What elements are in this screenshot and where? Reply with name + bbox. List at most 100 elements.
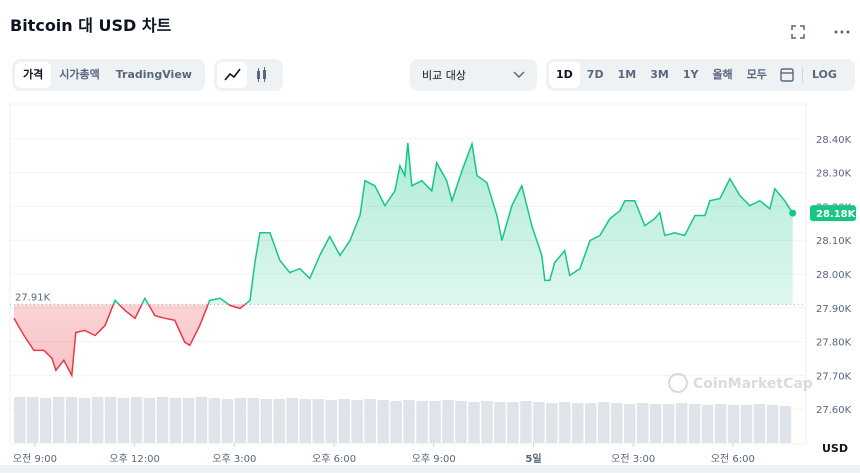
x-tick-label: 오후 12:00 <box>109 453 159 465</box>
volume-bar <box>156 397 169 443</box>
y-tick-label: 28.40K <box>816 135 852 146</box>
y-tick-label: 27.70K <box>816 371 852 382</box>
unit-label: USD <box>822 442 848 455</box>
volume-bar <box>455 401 467 443</box>
x-tick-label: 오후 3:00 <box>212 453 256 465</box>
compare-dropdown[interactable]: 비교 대상 <box>410 59 537 91</box>
range-button[interactable]: 7D <box>586 68 604 81</box>
volume-bar <box>143 398 156 443</box>
volume-bar <box>507 402 519 443</box>
y-tick-label: 27.80K <box>816 338 852 349</box>
volume-bar <box>65 397 78 443</box>
candle-style-button[interactable] <box>247 62 277 88</box>
chart-style-group <box>214 59 283 91</box>
volume-bar <box>598 402 610 443</box>
volume-bar <box>520 401 532 443</box>
volume-bar <box>611 403 623 443</box>
volume-bar <box>740 405 753 443</box>
volume-bar <box>117 398 130 443</box>
volume-bar <box>572 403 584 443</box>
baseline-label: 27.91K <box>15 292 51 303</box>
volume-bar <box>338 399 350 443</box>
x-tick-label: 5일 <box>525 452 541 465</box>
volume-bar <box>247 398 260 443</box>
volume-bar <box>727 405 740 443</box>
watermark: CoinMarketCap <box>668 373 813 393</box>
x-tick-label: 오전 9:00 <box>13 453 57 465</box>
range-button[interactable]: 1D <box>549 62 580 88</box>
volume-bar <box>636 403 649 443</box>
range-button[interactable]: 모두 <box>746 68 767 81</box>
calendar-button[interactable] <box>774 62 800 88</box>
x-tick-label: 오후 6:00 <box>312 453 356 465</box>
x-tick-label: 오전 6:00 <box>711 453 755 465</box>
volume-bar <box>104 397 117 443</box>
volume-bar <box>260 399 273 443</box>
volume-bar <box>675 403 688 443</box>
volume-bar <box>766 405 779 443</box>
watermark-text: CoinMarketCap <box>693 376 813 392</box>
more-dot[interactable] <box>834 30 838 34</box>
volume-bar <box>377 400 389 443</box>
volume-bar <box>221 399 234 443</box>
separator <box>801 67 803 83</box>
fullscreen-icon[interactable] <box>791 25 805 39</box>
volume-bar <box>312 399 324 443</box>
volume-bar <box>701 405 714 443</box>
volume-bar <box>39 398 52 443</box>
x-tick-label: 오전 3:00 <box>611 453 655 465</box>
volume-bar <box>91 397 104 443</box>
last-price-label: 28.18K <box>816 209 857 220</box>
area-down <box>13 304 246 376</box>
tab[interactable]: 가격 <box>15 62 52 88</box>
volume-bar <box>78 398 91 443</box>
volume-bar <box>26 397 39 443</box>
range-button[interactable]: 올해 <box>712 68 733 81</box>
volume-bar <box>52 397 65 443</box>
tab-group: 가격 시가총액 TradingView <box>12 59 205 91</box>
volume-bar <box>779 406 792 443</box>
volume-bar <box>468 402 480 443</box>
navigator-strip <box>0 465 860 473</box>
range-button[interactable]: 1M <box>617 68 637 81</box>
volume-bar <box>753 404 766 443</box>
volume-bar <box>234 398 247 443</box>
tab[interactable]: TradingView <box>115 68 192 81</box>
volume-bar <box>559 402 571 443</box>
volume-bar <box>714 404 727 443</box>
volume-bar <box>273 399 286 443</box>
volume-bar <box>390 401 402 443</box>
volume-bar <box>208 398 221 443</box>
volume-bar <box>688 404 701 443</box>
y-tick-label: 28.30K <box>816 169 852 180</box>
more-dot[interactable] <box>840 30 844 34</box>
volume-bar <box>481 401 493 443</box>
volume-bar <box>649 404 662 443</box>
y-tick-label: 28.00K <box>816 270 852 281</box>
last-price-pill <box>810 205 856 222</box>
x-tick-label: 오후 9:00 <box>412 453 456 465</box>
chevron <box>513 71 525 79</box>
volume-bar <box>533 402 545 443</box>
range-button[interactable]: 3M <box>650 68 669 81</box>
range-button[interactable]: LOG <box>811 68 837 81</box>
volume-bar <box>546 403 558 443</box>
more-dot[interactable] <box>846 30 850 34</box>
volume-bar <box>623 404 636 443</box>
volume-bar <box>286 398 299 443</box>
volume-bar <box>351 400 363 443</box>
line-style-button[interactable] <box>217 62 247 88</box>
range-button[interactable]: 1Y <box>682 68 699 81</box>
tab[interactable]: 시가총액 <box>59 68 100 81</box>
price-line-up <box>112 140 794 305</box>
y-tick-label: 27.90K <box>816 304 852 315</box>
volume-bar <box>325 400 337 443</box>
header-icons[interactable] <box>788 22 852 42</box>
last-point <box>789 209 797 217</box>
volume-bar <box>662 404 675 443</box>
volume-bar <box>416 401 428 443</box>
chart-title: Bitcoin 대 USD 차트 <box>10 16 172 35</box>
y-tick-label: 27.60K <box>816 405 852 416</box>
